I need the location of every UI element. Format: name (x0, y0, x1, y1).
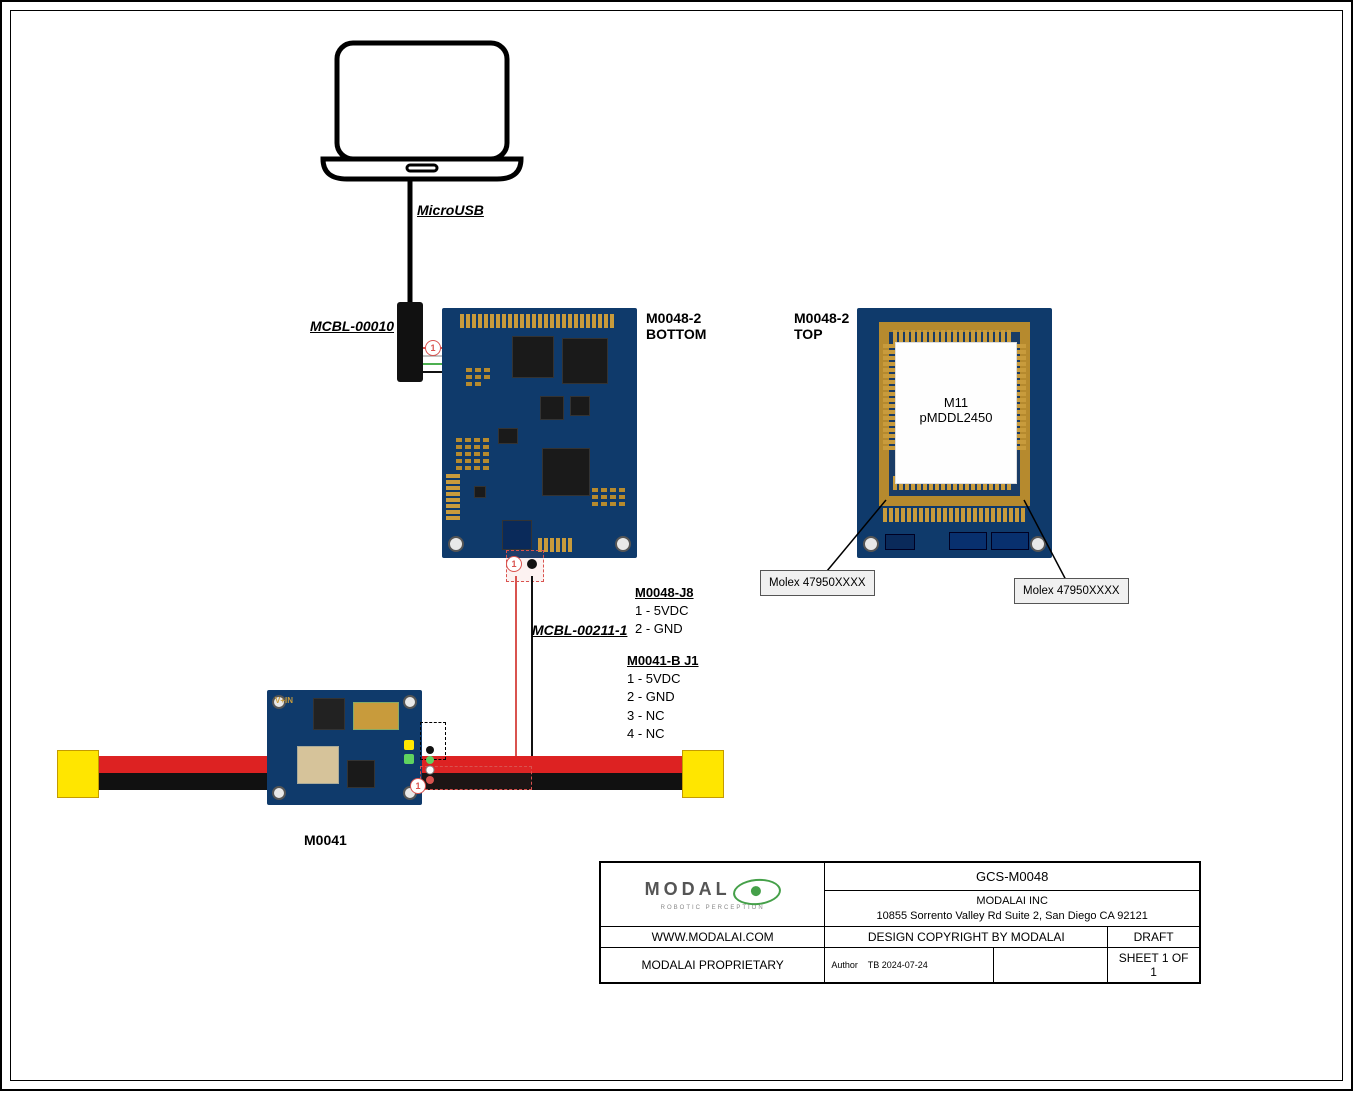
logo-cell: MODAL ROBOTIC PERCEPTION (601, 863, 825, 927)
tb-sheet: SHEET 1 OF 1 (1108, 948, 1200, 983)
tb-copyright: DESIGN COPYRIGHT BY MODALAI (825, 927, 1108, 948)
logo-subtext: ROBOTIC PERCEPTION (607, 905, 818, 911)
logo-eye-icon (732, 877, 782, 907)
tb-blank (994, 948, 1108, 983)
tb-part: GCS-M0048 (825, 863, 1200, 891)
tb-proprietary: MODALAI PROPRIETARY (601, 948, 825, 983)
tb-author: Author TB 2024-07-24 (825, 948, 994, 983)
tb-status: DRAFT (1108, 927, 1200, 948)
tb-url: WWW.MODALAI.COM (601, 927, 825, 948)
label-m0041: M0041 (304, 832, 347, 848)
drawing-sheet: MicroUSB MCBL-00010 1 (0, 0, 1353, 1091)
title-block: MODAL ROBOTIC PERCEPTION GCS-M0048 MODAL… (599, 861, 1201, 984)
tb-author-label: Author (831, 960, 858, 970)
tb-company-addr: MODALAI INC 10855 Sorrento Valley Rd Sui… (825, 891, 1200, 927)
logo-text: MODAL (645, 879, 731, 899)
tb-address: 10855 Sorrento Valley Rd Suite 2, San Di… (831, 909, 1193, 923)
tb-author-value: TB 2024-07-24 (868, 960, 928, 970)
tb-company: MODALAI INC (831, 894, 1193, 908)
